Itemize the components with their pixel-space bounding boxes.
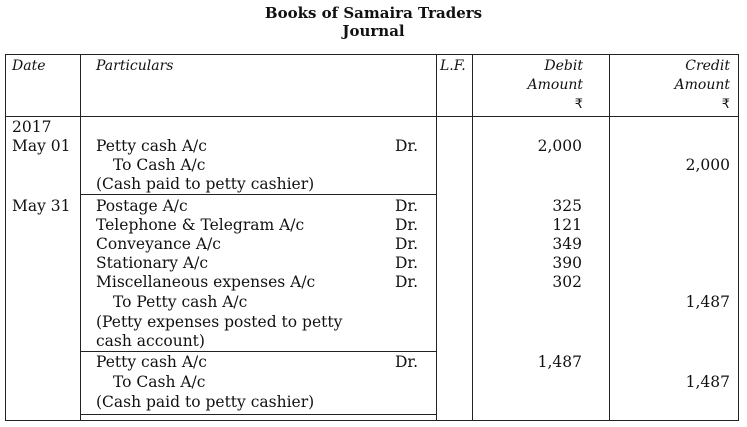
particular-line: Telephone & Telegram A/c (96, 216, 305, 234)
particular-line: Petty cash A/c (96, 353, 207, 371)
entry-date: May 01 (12, 137, 71, 155)
dr-marker: Dr. (395, 254, 419, 272)
header-lf: L.F. (440, 58, 466, 74)
particular-line: Postage A/c (96, 197, 188, 215)
debit-amount: 325 (552, 197, 582, 215)
particular-line: To Cash A/c (113, 373, 206, 391)
debit-amount: 2,000 (537, 137, 582, 155)
credit-amount: 2,000 (685, 156, 730, 174)
particular-line: To Petty cash A/c (113, 293, 248, 311)
credit-amount: 1,487 (685, 373, 730, 391)
particular-line: To Cash A/c (113, 156, 206, 174)
header-credit-1: Credit (685, 58, 730, 74)
particular-line: Conveyance A/c (96, 235, 221, 253)
entry-date-year: 2017 (12, 118, 52, 136)
header-debit-1: Debit (544, 58, 583, 74)
rupee-icon: ₹ (574, 97, 583, 112)
entry-date: May 31 (12, 197, 71, 215)
entry-rule (80, 414, 436, 415)
page-subtitle: Journal (342, 22, 405, 40)
credit-amount: 1,487 (685, 293, 730, 311)
dr-marker: Dr. (395, 273, 419, 291)
narration: (Cash paid to petty cashier) (96, 175, 315, 193)
header-debit-2: Amount (527, 77, 583, 93)
dr-marker: Dr. (395, 137, 419, 155)
dr-marker: Dr. (395, 353, 419, 371)
entry-rule (80, 194, 436, 195)
column-divider (609, 54, 610, 421)
narration: (Cash paid to petty cashier) (96, 393, 315, 411)
debit-amount: 121 (552, 216, 582, 234)
particular-line: Petty cash A/c (96, 137, 207, 155)
column-divider (436, 54, 437, 421)
dr-marker: Dr. (395, 216, 419, 234)
header-credit-2: Amount (674, 77, 730, 93)
narration: cash account) (96, 332, 205, 350)
entry-rule (80, 351, 436, 352)
header-rule (5, 116, 739, 117)
page-title: Books of Samaira Traders (264, 4, 483, 22)
dr-marker: Dr. (395, 235, 419, 253)
column-divider (80, 54, 81, 421)
particular-line: Miscellaneous expenses A/c (96, 273, 316, 291)
header-date: Date (12, 58, 46, 74)
debit-amount: 302 (552, 273, 582, 291)
particular-line: Stationary A/c (96, 254, 209, 272)
journal-table (5, 54, 739, 421)
column-divider (472, 54, 473, 421)
debit-amount: 1,487 (537, 353, 582, 371)
narration: (Petty expenses posted to petty (96, 313, 343, 331)
debit-amount: 390 (552, 254, 582, 272)
header-particulars: Particulars (96, 58, 174, 74)
dr-marker: Dr. (395, 197, 419, 215)
rupee-icon: ₹ (721, 97, 730, 112)
debit-amount: 349 (552, 235, 582, 253)
